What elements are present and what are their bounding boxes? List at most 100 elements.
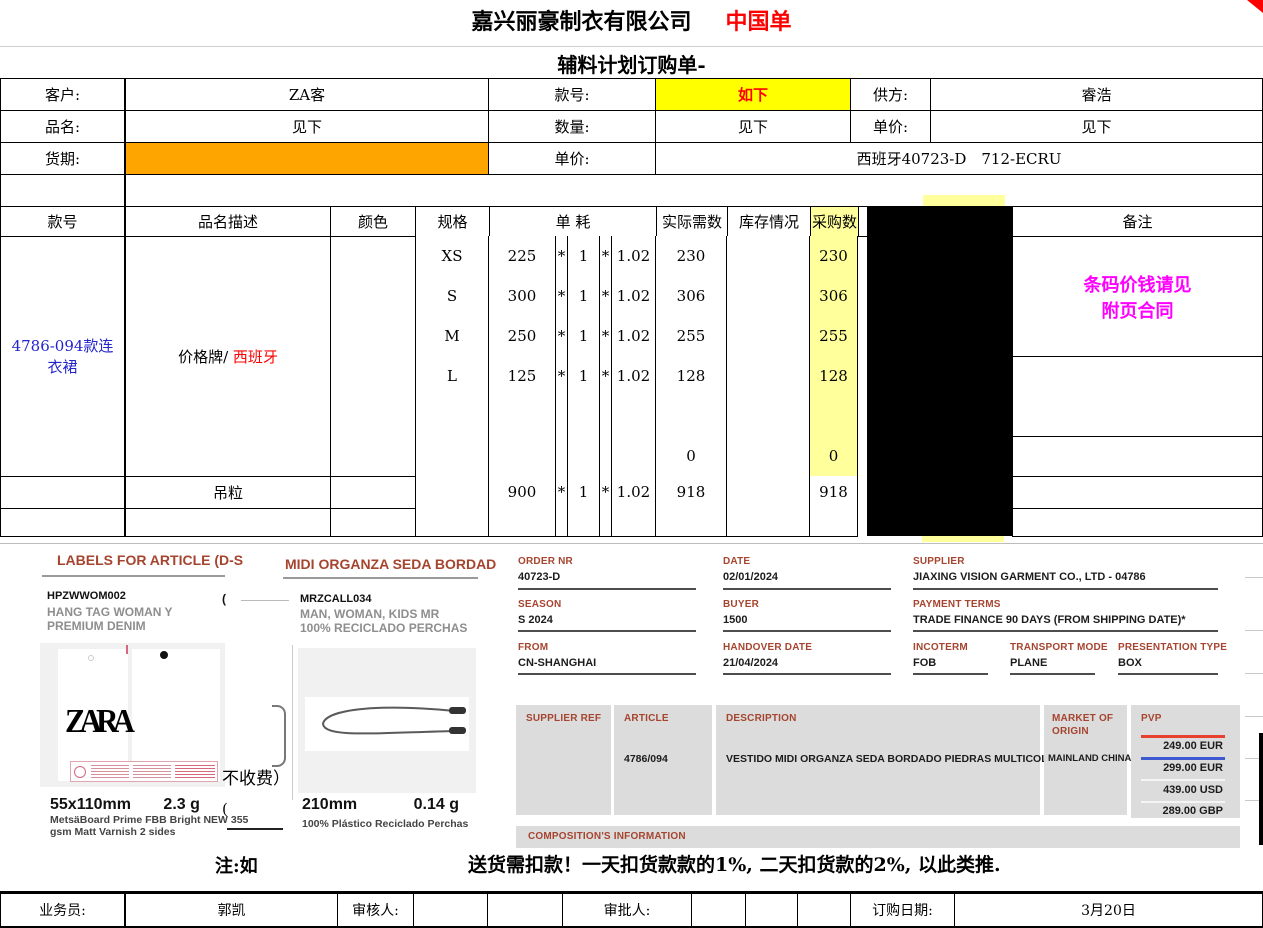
empty-cell: [330, 476, 416, 509]
note-text: 送货需扣款！一天扣货款款的1%, 二天扣货款的2%, 以此类推.: [468, 854, 1001, 876]
qty-cell: 250: [489, 316, 556, 357]
redaction-box: [867, 206, 1012, 536]
pvp-price: 249.00 EUR: [1163, 740, 1223, 752]
remark-cell: 条码价钱请见 附页合同: [1012, 236, 1263, 357]
label-mid-partial1: (: [222, 592, 226, 606]
grommet-icon: [160, 651, 168, 659]
base-cell: [568, 396, 600, 437]
remark-line2: 附页合同: [1101, 300, 1174, 321]
hanger-image: [298, 648, 476, 793]
table-row: XS 225 * 1 * 1.02 230 230: [415, 236, 858, 277]
remark-cell: [1012, 356, 1263, 437]
field-underline: [518, 673, 696, 675]
pvp-red-line: [1141, 735, 1225, 738]
size-cell: [415, 436, 489, 477]
col-header-consumption: 单 耗: [489, 206, 657, 237]
size-cell: XS: [415, 236, 489, 277]
qty-value-cell: 见下: [655, 110, 851, 143]
hanger-image-inner: [305, 697, 469, 751]
empty-cell: [330, 508, 416, 537]
col-header-purchase: 采购数: [810, 206, 859, 237]
mult-cell: *: [600, 276, 612, 317]
base-cell: [568, 436, 600, 477]
pvp-price: 289.00 GBP: [1162, 805, 1223, 817]
label-right-title: MIDI ORGANZA SEDA BORDAD: [285, 556, 497, 572]
field-date-value: 02/01/2024: [723, 571, 779, 583]
rate-cell: 1.02: [612, 356, 656, 397]
actual-cell: 255: [656, 316, 727, 357]
col-header-color: 颜色: [330, 206, 416, 237]
pvp-line: [1141, 801, 1225, 803]
field-underline: [913, 673, 988, 675]
base-cell: 1: [568, 236, 600, 277]
hang-tag-image: ZARA: [40, 643, 225, 787]
actual-cell: 306: [656, 276, 727, 317]
empty-cell: [0, 508, 125, 537]
purchase-cell: 230: [810, 236, 858, 277]
zara-logo: ZARA: [65, 701, 135, 740]
document-title: 嘉兴丽豪制衣有限公司 中国单: [0, 0, 1263, 40]
col-header-remark: 备注: [1012, 206, 1263, 237]
size-cell: S: [415, 276, 489, 317]
remark-cell: [1012, 436, 1263, 477]
mult-cell: *: [556, 276, 568, 317]
mult-cell: [600, 436, 612, 477]
desc-text: 价格牌/: [178, 348, 233, 366]
rate-cell: 1.02: [612, 476, 656, 509]
comment-marker-triangle: [1247, 0, 1263, 13]
hanger-desc-cell: 吊粒: [125, 476, 331, 509]
field-underline: [723, 630, 891, 632]
table-row: 900 * 1 * 1.02 918 918: [415, 476, 858, 509]
empty-cell: [125, 508, 331, 537]
yellow-strip-bottom: [922, 536, 1004, 542]
product-label-cell: 品名:: [0, 110, 125, 143]
purchase-cell: 918: [810, 476, 858, 509]
composition-bar: COMPOSITION'S INFORMATION: [516, 826, 1240, 848]
label-left-name2: PREMIUM DENIM: [47, 619, 146, 633]
purchase-cell: 128: [810, 356, 858, 397]
style-label-cell: 款号:: [488, 78, 656, 111]
divider: [0, 926, 1263, 928]
field-underline: [723, 588, 891, 590]
actual-cell: 0: [656, 436, 727, 477]
empty-cell: [0, 476, 125, 509]
field-season-value: S 2024: [518, 614, 553, 626]
pvp-line: [1141, 779, 1225, 781]
purchase-cell: [810, 508, 858, 537]
label-left-dims: 55x110mm 2.3 g: [50, 796, 200, 814]
stock-cell: [727, 396, 810, 437]
purchase-cell: 255: [810, 316, 858, 357]
table-row: S 300 * 1 * 1.02 306 306: [415, 276, 858, 317]
qty-cell: 225: [489, 236, 556, 277]
field-order-nr-value: 40723-D: [518, 571, 561, 583]
label-right-dims: 210mm 0.14 g: [302, 796, 459, 814]
note-prefix: 注:如: [215, 856, 258, 877]
label-left-material: MetsäBoard Prime FBB Bright NEW 355 gsm …: [50, 814, 248, 838]
order-date-label-cell: 订购日期:: [850, 893, 955, 927]
panel-article-value: 4786/094: [624, 753, 668, 765]
label-right-material: 100% Plástico Reciclado Perchas: [302, 818, 469, 830]
field-underline: [723, 673, 891, 675]
col-header-stock: 库存情况: [727, 206, 811, 237]
stock-cell: [727, 236, 810, 277]
field-handover-value: 21/04/2024: [723, 657, 779, 669]
col-header-desc: 品名描述: [125, 206, 331, 237]
hanger-icon: [321, 706, 466, 735]
delivery-highlight-cell: [125, 142, 489, 175]
qty-cell: 900: [489, 476, 556, 509]
pvp-price: 439.00 USD: [1163, 784, 1223, 796]
rate-cell: 1.02: [612, 316, 656, 357]
field-date-label: DATE: [723, 556, 751, 567]
color-cell: [330, 236, 416, 477]
supplier-label-cell: 供方:: [850, 78, 931, 111]
mult-cell: [556, 436, 568, 477]
field-underline: [1010, 673, 1095, 675]
panel-description-value: VESTIDO MIDI ORGANZA SEDA BORDADO PIEDRA…: [726, 753, 1064, 765]
purchase-cell: 306: [810, 276, 858, 317]
table-row: [415, 396, 858, 437]
reviewer-label-cell: 审核人:: [337, 893, 414, 927]
unit-value-cell: 见下: [930, 110, 1263, 143]
field-supplier-label: SUPPLIER: [913, 556, 965, 567]
care-text-block: [175, 765, 215, 779]
purchase-cell: [810, 396, 858, 437]
